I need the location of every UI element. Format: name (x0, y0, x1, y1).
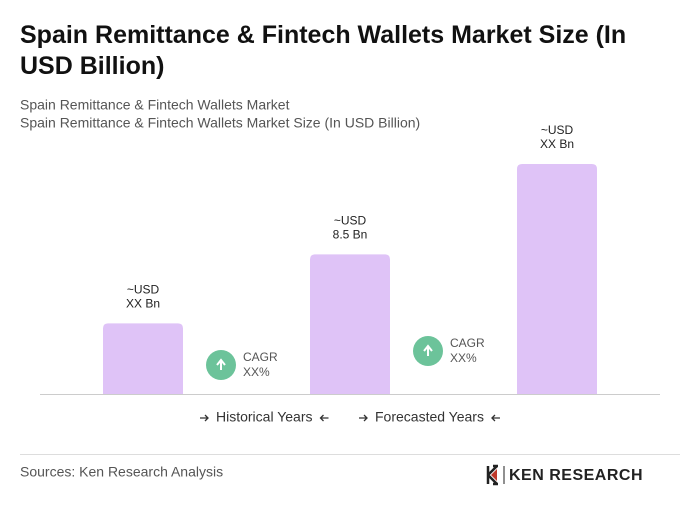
subtitle: Spain Remittance & Fintech Wallets Marke… (20, 97, 290, 113)
cagr-arrow (423, 344, 433, 356)
period-arrow (319, 414, 329, 422)
logo-text: KEN RESEARCH (509, 467, 643, 484)
logo-icon (486, 464, 498, 486)
title-text: Spain Remittance & Fintech Wallets Marke… (20, 21, 626, 49)
cagr-label: CAGR (450, 336, 485, 350)
cagr-value: XX% (450, 351, 477, 365)
logo-accent (491, 469, 497, 481)
logo: KEN RESEARCH (486, 464, 643, 486)
value-label: XX Bn (540, 137, 574, 151)
value-label: ~USD (127, 283, 160, 297)
source: Sources: Ken Research Analysis (20, 464, 223, 480)
subtitle: Spain Remittance & Fintech Wallets Marke… (20, 115, 420, 131)
value-label: ~USD (334, 214, 367, 228)
cagr-arrow (216, 358, 226, 370)
value-label: 8.5 Bn (333, 228, 368, 242)
value-label: XX Bn (126, 297, 160, 311)
period-arrow (359, 414, 368, 422)
bar (517, 164, 597, 394)
chart-title: Spain Remittance & Fintech Wallets Marke… (20, 21, 626, 80)
cagr-value: XX% (243, 365, 270, 379)
bar (103, 323, 183, 394)
value-label: ~USD (541, 123, 574, 137)
period-label: Forecasted Years (375, 409, 484, 425)
period-label: Historical Years (216, 409, 313, 425)
cagr-label: CAGR (243, 350, 278, 364)
period-arrow (491, 414, 500, 422)
title-text: USD Billion) (20, 52, 164, 80)
period-arrow (200, 414, 209, 422)
bar (310, 254, 390, 394)
